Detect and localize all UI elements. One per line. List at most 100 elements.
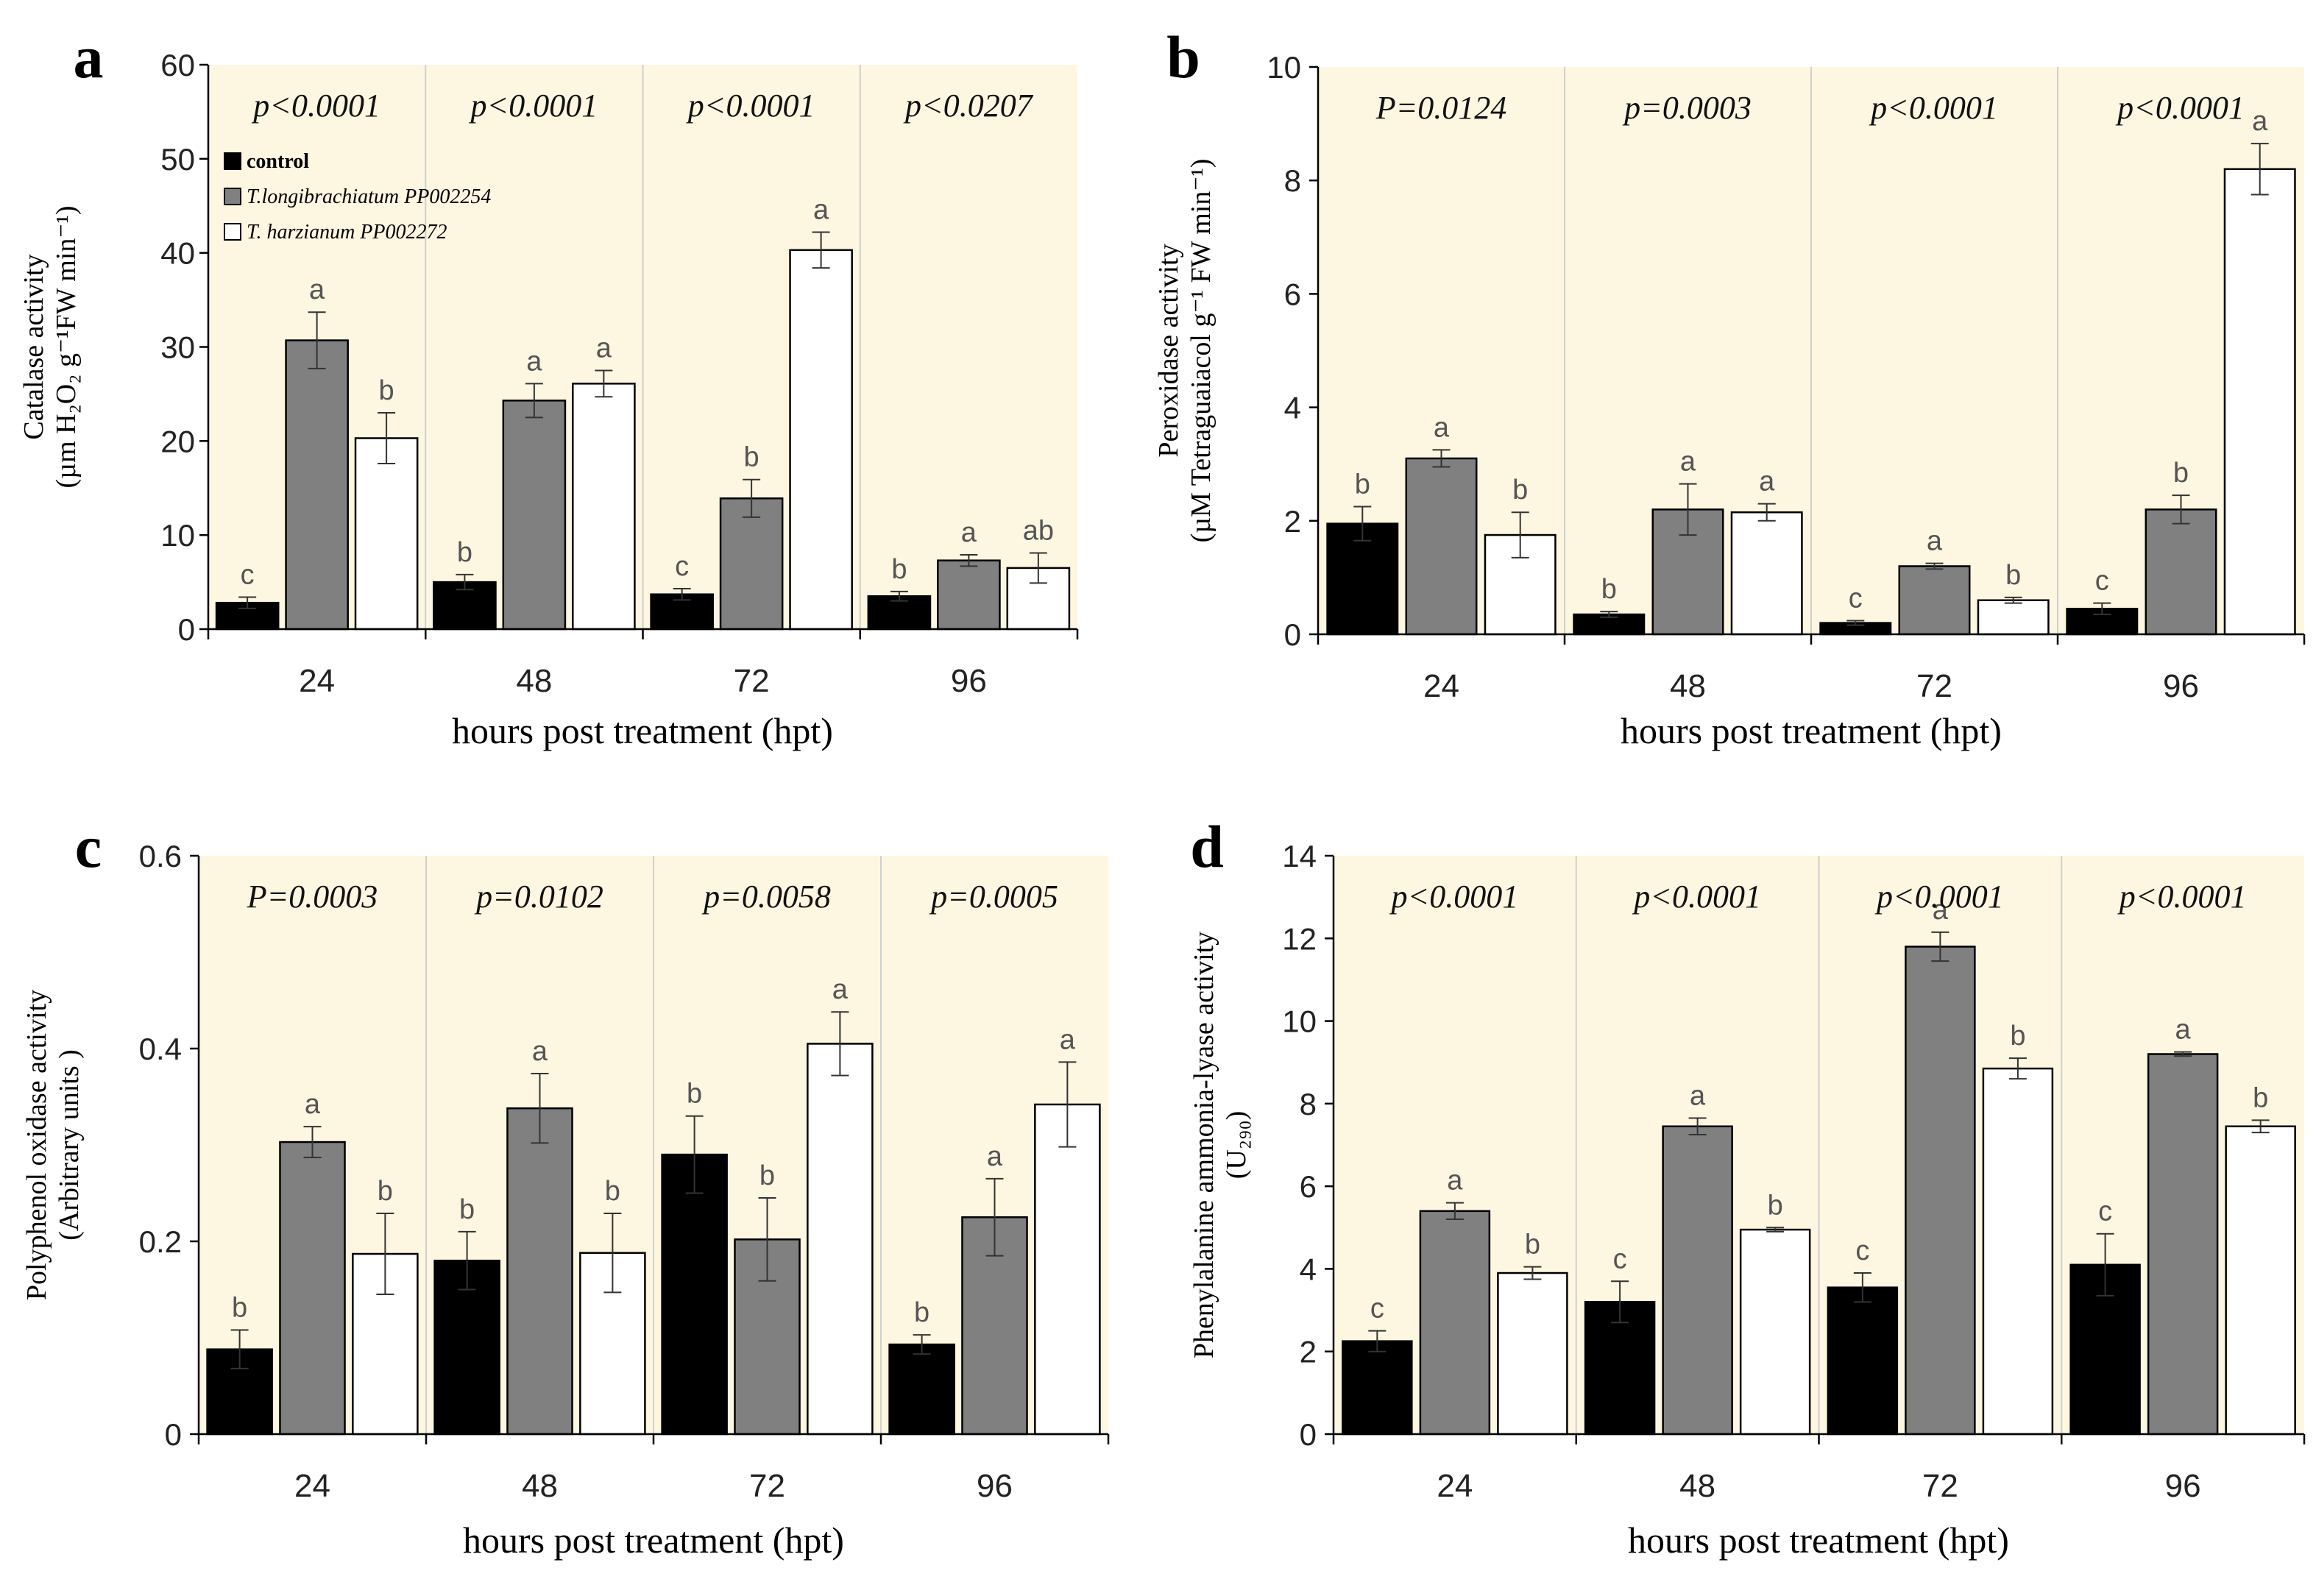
error-bar-tlong-96	[2174, 1051, 2192, 1057]
y-tick-label: 0.2	[139, 1224, 182, 1259]
significance-letter: b	[605, 1176, 620, 1207]
y-tick-label: 8	[1300, 1087, 1317, 1121]
x-tick-label: 48	[522, 1468, 558, 1504]
y-tick-label: 8	[1284, 163, 1301, 198]
y-tick-label: 10	[160, 518, 195, 553]
bar-control-48	[433, 1259, 500, 1436]
bar-tlong-48	[502, 400, 567, 631]
bar-tharz-24	[1497, 1272, 1568, 1436]
bar-control-96	[888, 1343, 955, 1436]
significance-letter: a	[1933, 895, 1949, 926]
y-tick-label: 0.4	[139, 1032, 182, 1066]
legend-label-tlong: T.longibrachiatum PP002254	[247, 185, 491, 208]
significance-letter: b	[1768, 1190, 1783, 1221]
significance-letter: a	[1060, 1024, 1076, 1055]
error-bar-control-48	[1611, 1280, 1629, 1324]
error-bar-control-72	[673, 588, 691, 601]
significance-letter: a	[1927, 526, 1943, 557]
significance-letter: b	[2173, 458, 2189, 489]
error-bar-tlong-72	[1925, 562, 1944, 570]
error-bar-control-72	[1846, 620, 1865, 626]
x-axis-title: hours post treatment (hpt)	[452, 710, 833, 751]
error-bar-tharz-96	[2251, 143, 2269, 196]
y-tick-label: 0	[1300, 1417, 1317, 1452]
bar-tharz-48	[572, 383, 636, 631]
bar-tlong-24	[1419, 1210, 1491, 1436]
x-axis-title: hours post treatment (hpt)	[1628, 1519, 2009, 1561]
bar-tharz-72	[1977, 599, 2050, 636]
error-bar-control-48	[456, 573, 474, 591]
y-tick-label: 6	[1284, 277, 1301, 311]
p-value-72: p<0.0001	[1869, 90, 1998, 126]
bar-tlong-24	[279, 1141, 346, 1436]
error-bar-tlong-72	[1931, 931, 1950, 962]
y-tick-label: 0	[1284, 617, 1301, 652]
error-bar-control-72	[685, 1115, 704, 1194]
bar-tharz-72	[789, 249, 853, 631]
y-axis-title-line2: (µM Tetraguaiacol g⁻¹ FW min⁻¹)	[1186, 159, 1217, 543]
x-tick-label: 96	[977, 1468, 1013, 1504]
error-bar-tharz-96	[2251, 1119, 2270, 1134]
y-tick-label: 0	[165, 1417, 182, 1452]
significance-letter: c	[241, 560, 255, 591]
significance-letter: b	[457, 537, 472, 568]
panel-d: cabp<0.000124cabp<0.000148cabp<0.000172c…	[1189, 813, 2306, 1561]
error-bar-tharz-48	[603, 1213, 622, 1294]
error-bar-tlong-96	[985, 1177, 1004, 1257]
error-bar-control-96	[2096, 1233, 2114, 1297]
y-axis-title-line2: (Arbitrary units )	[54, 1049, 85, 1241]
x-tick-label: 48	[516, 663, 552, 699]
p-value-96: p<0.0001	[2115, 90, 2245, 126]
y-axis-title-line2: (µm H₂O₂ g⁻¹FW min⁻¹)	[51, 206, 82, 489]
y-tick-label: 4	[1284, 391, 1301, 425]
bar-control-72	[661, 1153, 728, 1436]
y-axis-title: Phenylalanine ammonia-lyase activity (U₂₉…	[1189, 932, 1252, 1358]
error-bar-tlong-24	[1445, 1202, 1464, 1221]
x-tick-label: 96	[2163, 668, 2199, 704]
significance-letter: b	[1601, 574, 1617, 605]
y-tick-label: 14	[1282, 839, 1317, 873]
error-bar-control-48	[458, 1230, 476, 1291]
bar-tlong-48	[506, 1107, 573, 1436]
y-tick-label: 2	[1300, 1335, 1317, 1369]
p-value-96: p=0.0005	[929, 879, 1058, 915]
error-bar-tharz-48	[1757, 503, 1776, 522]
p-value-48: p<0.0001	[469, 88, 598, 124]
bar-tlong-24	[285, 339, 349, 631]
error-bar-tharz-48	[1766, 1227, 1785, 1233]
significance-letter: c	[1613, 1244, 1627, 1274]
p-value-24: P=0.0003	[247, 879, 378, 915]
x-axis-title: hours post treatment (hpt)	[463, 1519, 844, 1561]
error-bar-tharz-72	[831, 1011, 849, 1077]
error-bar-control-96	[2093, 602, 2111, 616]
y-tick-label: 60	[160, 48, 195, 82]
panel-c: b a b P=0.0003 24 b a b p=0.0102 48 b b a p=0.0058 72 b…	[21, 813, 1110, 1561]
bar-tharz-72	[807, 1043, 874, 1436]
y-tick-label: 40	[160, 236, 195, 271]
y-axis-title-line1: Polyphenol oxidase activity	[21, 990, 52, 1300]
bar-control-24	[1326, 522, 1399, 636]
error-bar-control-96	[913, 1334, 931, 1355]
x-tick-label: 72	[1922, 1468, 1958, 1504]
significance-letter: b	[1512, 475, 1528, 506]
legend-swatch-control	[224, 152, 241, 170]
panel-label: a	[74, 24, 104, 91]
bar-tlong-24	[1405, 457, 1478, 636]
error-bar-control-24	[1368, 1330, 1387, 1352]
y-axis-title: Catalase activity (µm H₂O₂ g⁻¹FW min⁻¹)	[18, 206, 82, 489]
significance-letter: a	[2175, 1015, 2192, 1046]
bar-tharz-96	[2225, 1125, 2296, 1436]
p-value-72: p=0.0058	[701, 879, 831, 915]
y-axis-title-line1: Phenylalanine ammonia-lyase activity	[1189, 932, 1219, 1358]
significance-letter: b	[2010, 1021, 2025, 1051]
bar-tharz-96	[1034, 1103, 1101, 1436]
x-axis-title: hours post treatment (hpt)	[1621, 710, 2002, 751]
y-tick-label: 12	[1282, 921, 1317, 956]
significance-letter: b	[891, 554, 907, 585]
error-bar-tharz-96	[1058, 1061, 1077, 1148]
p-value-96: p<0.0207	[903, 88, 1034, 124]
error-bar-control-24	[238, 596, 257, 609]
bar-tlong-96	[2147, 1053, 2219, 1436]
y-tick-label: 0.6	[139, 839, 182, 873]
p-value-72: p<0.0001	[686, 88, 815, 124]
